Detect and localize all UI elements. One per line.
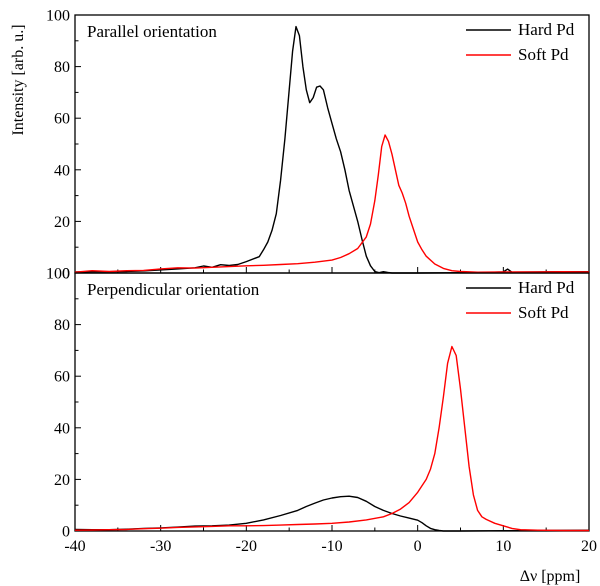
y-tick-label: 0 bbox=[62, 266, 70, 283]
series-line-soft-pd bbox=[74, 134, 590, 273]
y-tick-label: 80 bbox=[54, 59, 70, 76]
legend-label: Hard Pd bbox=[518, 278, 575, 297]
y-tick-label: 40 bbox=[54, 162, 70, 179]
series-line-hard-pd bbox=[74, 25, 589, 274]
legend-label: Soft Pd bbox=[518, 303, 569, 322]
y-tick-label: 100 bbox=[46, 266, 70, 283]
top-panel: 0 20 40 60 80 100 Parallel orientation Hard Pd S… bbox=[46, 8, 590, 283]
legend-label: Hard Pd bbox=[518, 20, 575, 39]
y-tick-label: 40 bbox=[54, 420, 70, 437]
panel-title: Parallel orientation bbox=[87, 22, 217, 41]
panel-title: Perpendicular orientation bbox=[87, 280, 260, 299]
y-tick-label: 60 bbox=[54, 369, 70, 386]
x-tick-label: 20 bbox=[581, 538, 597, 555]
x-axis-label: Δν [ppm] bbox=[520, 568, 581, 585]
y-tick-label: 100 bbox=[46, 8, 70, 25]
legend-label: Soft Pd bbox=[518, 45, 569, 64]
x-tick-label: 10 bbox=[495, 538, 511, 555]
plot-frame bbox=[74, 14, 590, 274]
plot-frame bbox=[74, 272, 590, 532]
bottom-panel: 0 20 40 60 80 100 -40 -30 -20 -10 0 10 20 Perpendicul… bbox=[46, 266, 597, 556]
y-tick-label: 20 bbox=[54, 472, 70, 489]
y-axis-label: Intensity [arb. u.] bbox=[10, 24, 27, 135]
x-tick-label: 0 bbox=[414, 538, 422, 555]
y-tick-label: 0 bbox=[62, 524, 70, 541]
y-tick-label: 60 bbox=[54, 111, 70, 128]
y-tick-label: 80 bbox=[54, 317, 70, 334]
x-tick-label: -10 bbox=[321, 538, 342, 555]
x-tick-label: -40 bbox=[64, 538, 85, 555]
x-tick-label: -30 bbox=[150, 538, 171, 555]
y-tick-label: 20 bbox=[54, 214, 70, 231]
series-line-soft-pd bbox=[74, 345, 589, 532]
x-tick-label: -20 bbox=[236, 538, 257, 555]
